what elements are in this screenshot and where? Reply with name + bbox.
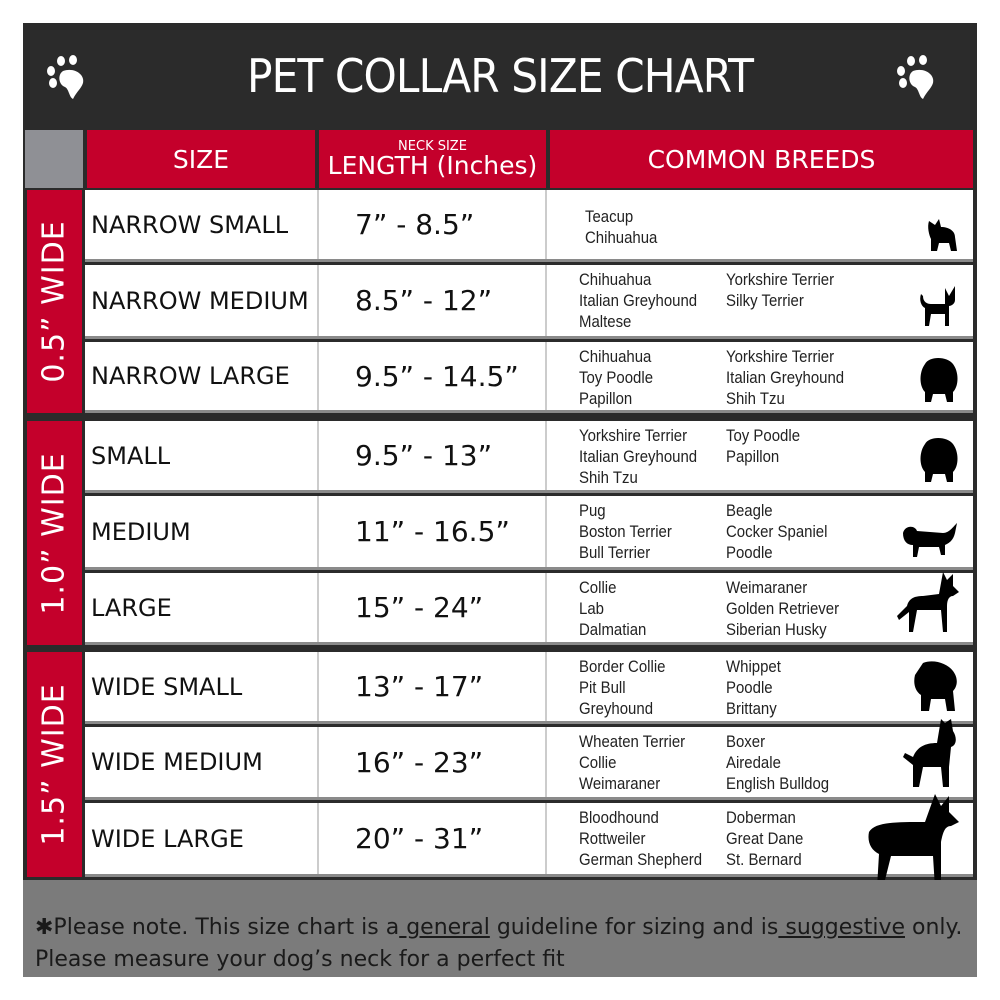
breeds-column-2: Yorkshire Terrier Silky Terrier [726, 270, 835, 310]
size-cell: WIDE LARGE [91, 824, 244, 853]
length-cell: 13” - 17” [317, 652, 547, 721]
length-cell: 20” - 31” [317, 803, 547, 874]
length-cell: 9.5” - 14.5” [317, 342, 547, 410]
breeds-column-2: Whippet Poodle Brittany [726, 657, 781, 718]
pomeranian-silhouette-icon [919, 356, 959, 406]
table-row: SMALL 9.5” - 13” Yorkshire Terrier Itali… [85, 421, 973, 493]
breeds-column-2: Boxer Airedale English Bulldog [726, 732, 830, 793]
breeds-column-1: Bloodhound Rottweiler German Shepherd [579, 808, 703, 869]
group-label-wide: 1.5” WIDE [27, 652, 82, 877]
footer-text: only. [905, 915, 963, 940]
chihuahua-silhouette-icon [919, 284, 959, 332]
footer-line-2: Please measure your dog’s neck for a per… [35, 947, 565, 972]
header-size: SIZE [87, 130, 315, 188]
breeds-column-2: Doberman Great Dane St. Bernard [726, 808, 804, 869]
pitbull-silhouette-icon [901, 717, 959, 793]
header-breeds-label: COMMON BREEDS [647, 144, 876, 174]
footer-general: general [399, 915, 490, 940]
breeds-column-1: Pug Boston Terrier Bull Terrier [579, 501, 672, 562]
breeds-column-1: Collie Lab Dalmatian [579, 578, 647, 639]
length-cell: 16” - 23” [317, 727, 547, 797]
size-cell: SMALL [91, 441, 171, 470]
doberman-silhouette-icon [855, 792, 959, 896]
paw-icon [47, 55, 84, 99]
table-row: MEDIUM 11” - 16.5” Pug Boston Terrier Bu… [85, 496, 973, 570]
header-corner [25, 130, 83, 188]
group-label-narrow: 0.5” WIDE [27, 190, 82, 413]
breeds-column-1: Chihuahua Toy Poodle Papillon [579, 347, 654, 408]
breeds-column-1: Teacup Chihuahua [585, 207, 658, 247]
length-cell: 9.5” - 13” [317, 421, 547, 490]
header-length-label: LENGTH (Inches) [327, 150, 538, 180]
chart-title: PET COLLAR SIZE CHART [246, 48, 754, 103]
length-cell: 8.5” - 12” [317, 265, 547, 336]
footer-text: ✱Please note. This size chart is a [35, 915, 400, 940]
title-bar: PET COLLAR SIZE CHART [23, 23, 977, 128]
table-row: LARGE 15” - 24” Collie Lab Dalmatian Wei… [85, 570, 973, 645]
breeds-column-1: Chihuahua Italian Greyhound Maltese [579, 270, 698, 331]
table-row: WIDE SMALL 13” - 17” Border Collie Pit B… [85, 652, 973, 724]
group-label-text: 1.5” WIDE [37, 683, 73, 846]
header-neck-size-label: NECK SIZE [398, 138, 467, 154]
group-label-text: 0.5” WIDE [37, 220, 73, 383]
size-cell: NARROW SMALL [91, 210, 289, 239]
bulldog-silhouette-icon [913, 661, 959, 717]
group-label-medium: 1.0” WIDE [27, 421, 82, 645]
table-row: WIDE MEDIUM 16” - 23” Wheaten Terrier Co… [85, 719, 973, 800]
dachshund-silhouette-icon [901, 519, 959, 563]
breeds-column-2: Weimaraner Golden Retriever Siberian Hus… [726, 578, 840, 639]
group-label-text: 1.0” WIDE [37, 451, 73, 615]
header-breeds: COMMON BREEDS [550, 130, 973, 188]
footer-suggestive: suggestive [778, 915, 905, 940]
table-row: WIDE LARGE 20” - 31” Bloodhound Rottweil… [85, 794, 973, 888]
shepherd-silhouette-icon [897, 570, 959, 638]
yorkie-silhouette-icon [927, 217, 959, 255]
length-cell: 15” - 24” [317, 573, 547, 642]
table-row: NARROW SMALL 7” - 8.5” Teacup Chihuahua [85, 190, 973, 262]
breeds-column-1: Wheaten Terrier Collie Weimaraner [579, 732, 686, 793]
breeds-column-2: Beagle Cocker Spaniel Poodle [726, 501, 828, 562]
pomeranian-silhouette-icon [919, 436, 959, 486]
size-cell: NARROW MEDIUM [91, 286, 309, 315]
table-row: NARROW MEDIUM 8.5” - 12” Chihuahua Itali… [85, 265, 973, 339]
breeds-column-2: Yorkshire Terrier Italian Greyhound Shih… [726, 347, 845, 408]
paw-icon [897, 55, 934, 99]
breeds-column-1: Border Collie Pit Bull Greyhound [579, 657, 666, 718]
breeds-column-2: Toy Poodle Papillon [726, 426, 801, 466]
header-size-label: SIZE [172, 144, 230, 174]
length-cell: 7” - 8.5” [317, 190, 547, 259]
size-chart: PET COLLAR SIZE CHART SIZE NECK SIZE LEN… [23, 23, 977, 977]
breeds-column-1: Yorkshire Terrier Italian Greyhound Shih… [579, 426, 698, 487]
footer-line-1: ✱Please note. This size chart is a gener… [35, 912, 965, 944]
length-cell: 11” - 16.5” [317, 496, 547, 567]
size-cell: WIDE MEDIUM [91, 748, 263, 776]
footer-text: guideline for sizing and is [489, 915, 779, 940]
size-cell: WIDE SMALL [91, 672, 243, 701]
size-cell: LARGE [91, 593, 172, 622]
footer-note: ✱Please note. This size chart is a gener… [23, 880, 977, 977]
size-cell: MEDIUM [91, 517, 191, 546]
size-cell: NARROW LARGE [91, 362, 290, 390]
table-row: NARROW LARGE 9.5” - 14.5” Chihuahua Toy … [85, 342, 973, 413]
header-length: NECK SIZE LENGTH (Inches) [319, 130, 546, 188]
